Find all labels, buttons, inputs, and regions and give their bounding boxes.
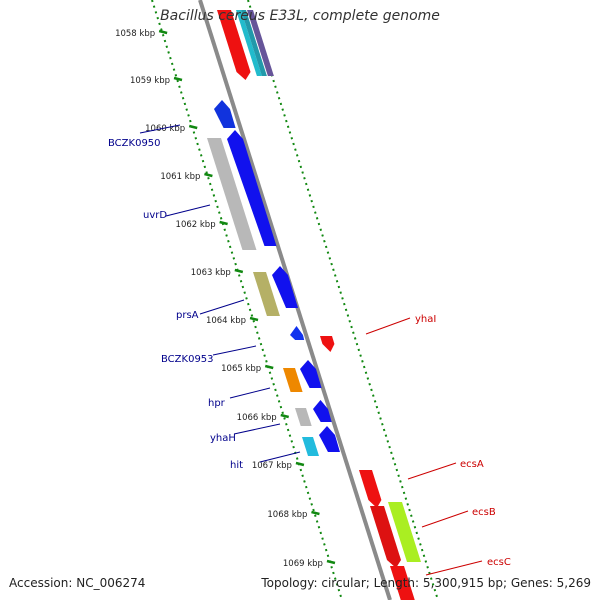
gene-blue-6: [319, 426, 340, 452]
left-callout-line: [229, 387, 271, 399]
gene-label-right: ecsA: [460, 459, 484, 470]
topology-summary: Topology: circular; Length: 5,300,915 bp…: [261, 576, 591, 590]
gene-label-left: prsA: [176, 310, 199, 321]
tick-mark: [204, 172, 213, 178]
gene-blue-2: [227, 130, 277, 246]
right-callout-line: [425, 560, 483, 576]
left-callout-line: [165, 204, 211, 217]
left-callout-line: [259, 451, 301, 463]
tick-mark: [264, 364, 274, 370]
outer-left-guide: [151, 0, 343, 600]
tick-label: 1064 kbp: [206, 316, 246, 326]
tick-label: 1063 kbp: [191, 268, 231, 278]
genome-title: Bacillus cereus E33L, complete genome: [160, 8, 440, 24]
gene-red-top: [217, 10, 251, 80]
tick-mark: [295, 461, 305, 467]
tick-mark: [249, 316, 259, 322]
tick-mark: [311, 510, 320, 516]
tick-label: 1061 kbp: [160, 172, 200, 182]
tick-mark: [188, 124, 198, 130]
tick-mark: [280, 413, 290, 419]
gene-label-left: BCZK0953: [161, 354, 214, 365]
gene-orange-hpr: [283, 368, 303, 392]
gene-label-left: hit: [230, 460, 243, 471]
gene-label-left: hpr: [208, 398, 226, 409]
tick-label: 1062 kbp: [176, 220, 216, 230]
accession-text: Accession: NC_006274: [9, 576, 146, 590]
gene-blue-1: [214, 100, 236, 128]
tick-mark: [234, 268, 244, 274]
left-callout-line: [199, 299, 245, 315]
tick-label: 1058 kbp: [115, 29, 155, 39]
tick-label: 1065 kbp: [221, 364, 261, 374]
gene-blue-5: [313, 400, 332, 422]
gene-label-right: ecsB: [472, 507, 496, 518]
gene-green-ecsb: [388, 502, 421, 562]
tick-mark: [219, 220, 228, 226]
tick-label: 1067 kbp: [252, 461, 292, 471]
gene-label-right: ecsC: [487, 557, 511, 568]
right-callout-line: [365, 317, 411, 335]
right-callout-line: [421, 510, 469, 528]
gene-red-ecsb: [370, 506, 401, 568]
gene-purple-top: [247, 10, 274, 76]
tick-label: 1068 kbp: [267, 510, 307, 520]
tick-label: 1060 kbp: [145, 124, 185, 134]
gene-blue-3: [272, 266, 299, 308]
gene-gray-uvrd: [207, 138, 257, 250]
gene-features: [207, 10, 421, 600]
left-callout-line: [233, 423, 281, 435]
gene-olive-prsa: [253, 272, 280, 316]
gene-blue-small: [290, 326, 305, 340]
gene-red-yhai: [320, 336, 335, 352]
gene-label-left: yhaH: [210, 433, 236, 444]
gene-gray-yhah: [295, 408, 312, 426]
gene-teal-top: [241, 10, 267, 76]
gene-blue-4: [300, 360, 322, 388]
gene-cyan-top: [236, 10, 262, 76]
tick-label: 1069 kbp: [283, 559, 323, 569]
gene-red-ecsa: [359, 470, 382, 508]
tick-label: 1066 kbp: [237, 413, 277, 423]
tick-mark: [326, 559, 336, 565]
gene-label-left: BCZK0950: [108, 138, 161, 149]
gene-label-right: yhaI: [415, 314, 436, 325]
gene-red-ecsc: [390, 566, 415, 600]
tick-label: 1059 kbp: [130, 76, 170, 86]
tick-mark: [158, 29, 168, 35]
tick-mark: [173, 76, 183, 82]
gene-cyan-hit: [302, 437, 320, 456]
left-callout-line: [212, 345, 257, 356]
gene-label-callouts: BCZK0950 uvrD prsA BCZK0953 hpr yhaH hit yhaI ec…: [108, 124, 511, 576]
left-callout-line: [139, 124, 181, 134]
right-callout-line: [407, 462, 457, 480]
gene-label-left: uvrD: [143, 210, 167, 221]
tick-marks: 1058 kbp 1059 kbp 1060 kbp 1061 kbp 1062 kbp…: [115, 29, 336, 569]
